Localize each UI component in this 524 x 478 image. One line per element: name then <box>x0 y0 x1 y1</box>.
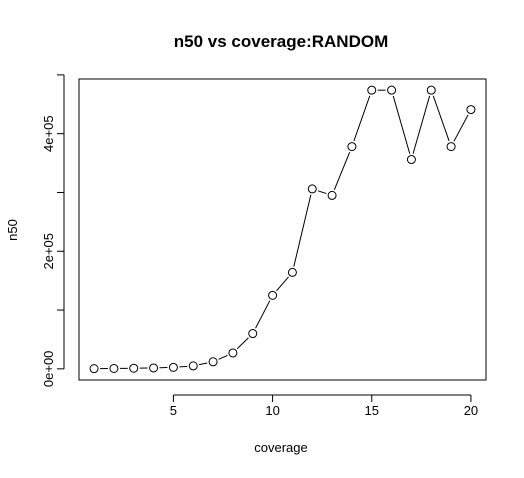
line-segment <box>276 276 289 292</box>
line-segment <box>255 300 271 329</box>
y-axis-label: n50 <box>5 219 20 241</box>
line-segment <box>236 337 249 350</box>
line-segment <box>333 151 351 191</box>
data-point <box>248 329 258 339</box>
line-segment <box>453 114 469 142</box>
data-point <box>446 142 456 152</box>
y-axis: 0e+00 2e+05 4e+05 <box>41 74 65 388</box>
line-segment <box>353 95 371 142</box>
data-point <box>129 363 139 373</box>
x-tick-label: 10 <box>265 403 279 418</box>
data-point <box>208 357 218 367</box>
data-point <box>188 361 198 371</box>
chart-title: n50 vs coverage:RANDOM <box>174 32 388 51</box>
data-point <box>268 290 278 300</box>
line-segment <box>179 365 188 368</box>
data-point <box>367 85 377 95</box>
line-segment <box>218 354 228 360</box>
line-segment <box>199 362 208 366</box>
x-axis-label: coverage <box>254 440 307 455</box>
data-point <box>228 348 238 358</box>
x-tick-label: 20 <box>464 403 478 418</box>
x-axis: 5 10 15 20 <box>170 394 478 418</box>
data-point <box>307 184 317 194</box>
data-point <box>168 362 178 372</box>
data-point <box>327 190 337 200</box>
data-point <box>347 142 357 152</box>
series-line <box>100 89 469 370</box>
plot-frame <box>78 78 487 381</box>
data-point <box>387 85 397 95</box>
y-tick-label: 0e+00 <box>41 351 56 388</box>
data-point <box>149 363 159 373</box>
x-tick-label: 5 <box>170 403 177 418</box>
data-point <box>426 85 436 95</box>
line-segment <box>392 95 411 154</box>
series-points <box>89 85 476 374</box>
x-tick-label: 15 <box>365 403 379 418</box>
data-point <box>406 155 416 165</box>
line-segment <box>317 190 327 195</box>
y-tick-label: 4e+05 <box>41 115 56 152</box>
data-point <box>466 105 476 115</box>
data-point <box>287 267 297 277</box>
line-segment <box>432 95 450 142</box>
line-segment <box>412 95 431 154</box>
data-point <box>109 363 119 373</box>
line-segment <box>293 194 312 267</box>
y-tick-label: 2e+05 <box>41 233 56 270</box>
data-point <box>89 364 99 374</box>
